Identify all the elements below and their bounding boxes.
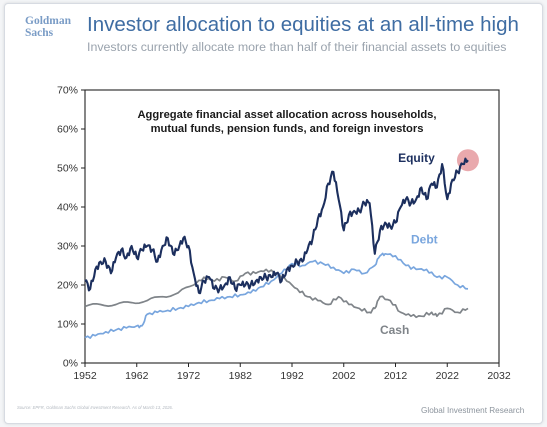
y-tick-label: 70% [57, 85, 78, 97]
y-tick-label: 10% [57, 319, 78, 331]
series-label-equity: Equity [398, 151, 435, 165]
logo-line-2: Sachs [25, 27, 54, 39]
x-tick-label: 2002 [332, 370, 356, 382]
y-tick-label: 60% [57, 124, 78, 136]
series-line-equity [84, 157, 469, 295]
line-chart: 0% 10% 20% 30% 40% 50% 60% 70% 1952 1962 1972 1982 1… [57, 85, 511, 383]
y-tick-label: 40% [57, 202, 78, 214]
x-tick-label: 1972 [177, 370, 201, 382]
source-note: Source: EPFR, Goldman Sachs Global Inves… [17, 405, 174, 410]
x-tick-label: 1952 [73, 370, 97, 382]
chart-annotation-line: mutual funds, pension funds, and foreign… [151, 123, 424, 135]
x-tick-label: 2032 [487, 370, 511, 382]
y-tick-label: 0% [63, 358, 78, 370]
goldman-sachs-logo: Goldman Sachs [25, 15, 71, 39]
chart-annotation-line: Aggregate financial asset allocation acr… [137, 109, 436, 121]
y-tick-label: 50% [57, 163, 78, 175]
x-tick-label: 2022 [436, 370, 460, 382]
y-tick-label: 20% [57, 280, 78, 292]
x-tick-label: 2012 [384, 370, 408, 382]
x-tick-label: 1982 [229, 370, 253, 382]
series-label-cash: Cash [380, 323, 409, 337]
x-tick-label: 1962 [125, 370, 149, 382]
page-subtitle: Investors currently allocate more than h… [87, 40, 507, 54]
series-line-debt [84, 252, 469, 339]
series-line-cash [84, 268, 469, 319]
footer-brand: Global Investment Research [421, 406, 525, 415]
logo-line-1: Goldman [25, 15, 72, 27]
x-tick-label: 1992 [280, 370, 304, 382]
y-tick-label: 30% [57, 241, 78, 253]
series-label-debt: Debt [411, 233, 438, 247]
page-title: Investor allocation to equities at an al… [87, 13, 519, 36]
chart-card: Goldman Sachs Investor allocation to equ… [4, 3, 543, 424]
